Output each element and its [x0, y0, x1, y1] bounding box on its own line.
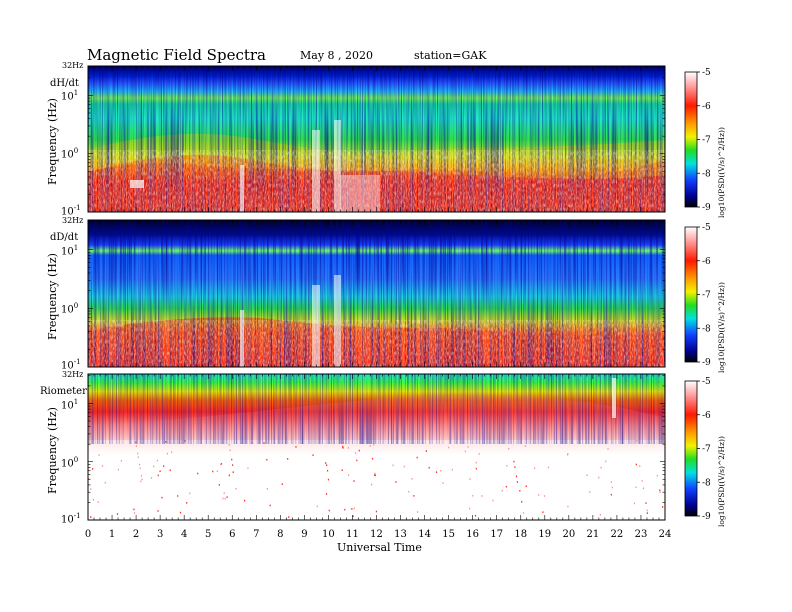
panel1-top-label: 32Hz	[62, 61, 84, 70]
colorbar-tick-label: -7	[702, 136, 711, 146]
x-tick-label: 17	[490, 529, 503, 540]
colorbar-tick-label: -5	[702, 68, 711, 78]
x-tick-label: 22	[611, 529, 624, 540]
colorbar3	[684, 380, 698, 517]
colorbar2	[684, 226, 698, 363]
colorbar-tick-label: -8	[702, 478, 711, 488]
x-tick-label: 8	[277, 529, 283, 540]
x-tick-label: 1	[109, 529, 115, 540]
x-tick-label: 14	[418, 529, 431, 540]
panel-tick-marks	[87, 66, 666, 521]
x-tick-label: 21	[587, 529, 600, 540]
panel1-ytick-10: 101	[61, 89, 79, 103]
x-tick-label: 11	[346, 529, 359, 540]
panel3-sparse-points	[88, 440, 666, 518]
panel3-label: Riometer	[40, 386, 87, 397]
colorbar-tick-label: -9	[702, 203, 711, 213]
x-tick-label: 6	[229, 529, 235, 540]
colorbar-tick-label: -9	[702, 358, 711, 368]
x-tick-label: 4	[181, 529, 187, 540]
date-label: May 8 , 2020	[300, 49, 374, 62]
panel3-top-label: 32Hz	[62, 370, 84, 379]
x-tick-label: 7	[253, 529, 259, 540]
colorbar-tick-label: -8	[702, 324, 711, 334]
colorbar-tick-label: -8	[702, 169, 711, 179]
colorbar-tick-label: -6	[702, 257, 711, 267]
panel2-label: dD/dt	[50, 232, 79, 243]
x-tick-label: 0	[85, 529, 91, 540]
x-tick-label: 2	[133, 529, 139, 540]
panel3-spectrogram	[87, 373, 666, 521]
colorbar-tick-label: -5	[702, 223, 711, 233]
chart-title: Magnetic Field Spectra	[87, 46, 266, 64]
panel2-ytick-01: 10-1	[61, 358, 81, 372]
colorbars: -5 -6 -7 -8 -9 -5 -6 -7 -8 -9 -5 -6 -7 -8 -9	[684, 68, 711, 522]
panel1-spectrogram	[87, 65, 666, 213]
panel1-ytick-1: 100	[61, 147, 79, 161]
colorbar-tick-label: -6	[702, 411, 711, 421]
colorbar-tick-label: -7	[702, 291, 711, 301]
x-axis-label: Universal Time	[337, 541, 422, 554]
x-axis: 0 1 2 3 4 5 6 7 8 9 10 11 12 13 14 15 16 17 18 19 20 21 22 23 24	[85, 529, 672, 540]
x-tick-label: 5	[205, 529, 211, 540]
colorbar-tick-label: -5	[702, 377, 711, 387]
colorbar-tick-label: -6	[702, 102, 711, 112]
panel3-ytick-1: 100	[61, 456, 79, 470]
panel1-ytick-01: 10-1	[61, 204, 81, 218]
x-tick-label: 24	[659, 529, 672, 540]
station-label: station=GAK	[414, 49, 487, 62]
x-tick-label: 9	[301, 529, 307, 540]
panel2-ytick-1: 100	[61, 302, 79, 316]
x-tick-label: 23	[635, 529, 648, 540]
x-tick-label: 20	[562, 529, 575, 540]
panel1-label: dH/dt	[50, 78, 79, 89]
panel3-ytick-10: 101	[61, 398, 79, 412]
x-tick-label: 15	[442, 529, 455, 540]
colorbar-tick-label: -9	[702, 512, 711, 522]
x-tick-label: 10	[322, 529, 335, 540]
x-tick-label: 18	[514, 529, 527, 540]
x-tick-label: 19	[538, 529, 551, 540]
x-tick-label: 13	[394, 529, 407, 540]
panel2-spectrogram	[87, 219, 666, 368]
x-tick-label: 16	[466, 529, 479, 540]
colorbar1	[684, 71, 698, 208]
panel2-ytick-10: 101	[61, 244, 79, 258]
panel2-top-label: 32Hz	[62, 216, 84, 225]
colorbar-tick-label: -7	[702, 445, 711, 455]
x-tick-label: 12	[370, 529, 383, 540]
x-tick-label: 3	[157, 529, 163, 540]
panel3-ytick-01: 10-1	[61, 512, 81, 526]
